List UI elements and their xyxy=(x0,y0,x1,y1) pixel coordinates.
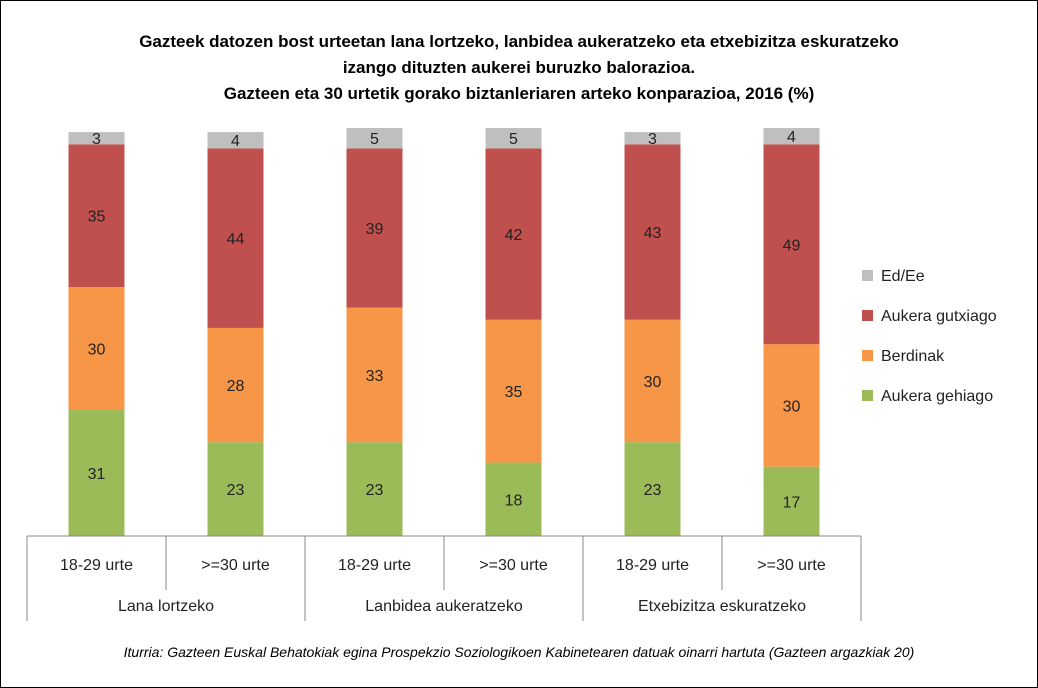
group-label: Lanbidea aukeratzeko xyxy=(365,598,523,615)
bar-segment xyxy=(624,132,681,145)
category-axis: 18-29 urte >=30 urte 18-29 urte >=30 urte 18… xyxy=(26,535,862,621)
bar-segment xyxy=(763,466,820,536)
legend-swatch xyxy=(862,310,873,321)
data-label: 3 xyxy=(92,131,101,148)
data-label: 5 xyxy=(370,131,379,148)
bar-segment xyxy=(624,442,681,536)
bar-segment xyxy=(763,128,820,145)
bar-segment xyxy=(346,442,403,536)
legend-entry: Berdinak xyxy=(881,348,945,365)
data-label: 5 xyxy=(509,131,518,148)
data-label: 49 xyxy=(783,237,801,254)
bar-segment xyxy=(346,307,403,443)
bar-segment xyxy=(624,319,681,443)
data-label: 35 xyxy=(505,384,523,401)
data-label: 30 xyxy=(644,374,662,391)
bar-segment xyxy=(485,128,542,149)
data-label: 17 xyxy=(783,494,801,511)
chart-title: Gazteek datozen bost urteetan lana lortz… xyxy=(139,32,899,103)
data-label: 33 xyxy=(366,368,384,385)
data-label: 23 xyxy=(644,482,662,499)
category-tick-label: >=30 urte xyxy=(757,557,826,574)
chart-title-line-3: Gazteen eta 30 urtetik gorako biztanleri… xyxy=(224,84,814,103)
bar-segment xyxy=(485,462,542,536)
bar-segment xyxy=(68,287,125,410)
data-label: 30 xyxy=(88,341,106,358)
data-label: 30 xyxy=(783,398,801,415)
bar-segment xyxy=(485,319,542,463)
chart-title-line-2: izango dituzten aukerei buruzko balorazi… xyxy=(343,58,695,77)
data-label: 23 xyxy=(366,482,384,499)
data-label: 31 xyxy=(88,466,106,483)
bar-segment xyxy=(346,128,403,149)
legend: Ed/Ee Aukera gutxiago Berdinak Aukera gehia… xyxy=(862,268,997,405)
data-label: 3 xyxy=(648,131,657,148)
category-tick-label: 18-29 urte xyxy=(338,557,411,574)
legend-entry: Aukera gehiago xyxy=(881,388,993,405)
chart-title-line-1: Gazteek datozen bost urteetan lana lortz… xyxy=(139,32,899,51)
bar-segment xyxy=(207,148,264,328)
bar-segment xyxy=(68,409,125,536)
category-tick-label: 18-29 urte xyxy=(616,557,689,574)
legend-entry: Aukera gutxiago xyxy=(881,308,997,325)
bar-segment xyxy=(624,144,681,320)
data-label: 28 xyxy=(227,378,245,395)
bar-segment xyxy=(346,148,403,308)
data-label: 44 xyxy=(227,231,245,248)
data-label: 43 xyxy=(644,225,662,242)
group-label: Etxebizitza eskuratzeko xyxy=(638,598,806,615)
category-tick-label: >=30 urte xyxy=(201,557,270,574)
category-tick-label: 18-29 urte xyxy=(60,557,133,574)
data-label: 35 xyxy=(88,209,106,226)
legend-swatch xyxy=(862,350,873,361)
data-label: 18 xyxy=(505,492,523,509)
legend-entry: Ed/Ee xyxy=(881,268,925,285)
category-tick-label: >=30 urte xyxy=(479,557,548,574)
bar-segment xyxy=(763,144,820,345)
group-label: Lana lortzeko xyxy=(118,598,214,615)
source-note: Iturria: Gazteen Euskal Behatokiak egina… xyxy=(124,644,915,660)
bar-segment xyxy=(763,344,820,467)
data-label: 42 xyxy=(505,227,523,244)
bar-segment xyxy=(485,148,542,320)
data-label: 4 xyxy=(231,133,240,150)
bar-segment xyxy=(207,442,264,536)
legend-swatch xyxy=(862,390,873,401)
bar-segment xyxy=(207,132,264,149)
plot-area: 3130353232844423333951835425233043317304… xyxy=(68,128,820,536)
data-label: 4 xyxy=(787,129,796,146)
data-label: 39 xyxy=(366,221,384,238)
data-label: 23 xyxy=(227,482,245,499)
bar-segment xyxy=(68,144,125,288)
bar-segment xyxy=(207,327,264,443)
bar-segment xyxy=(68,132,125,145)
legend-swatch xyxy=(862,270,873,281)
